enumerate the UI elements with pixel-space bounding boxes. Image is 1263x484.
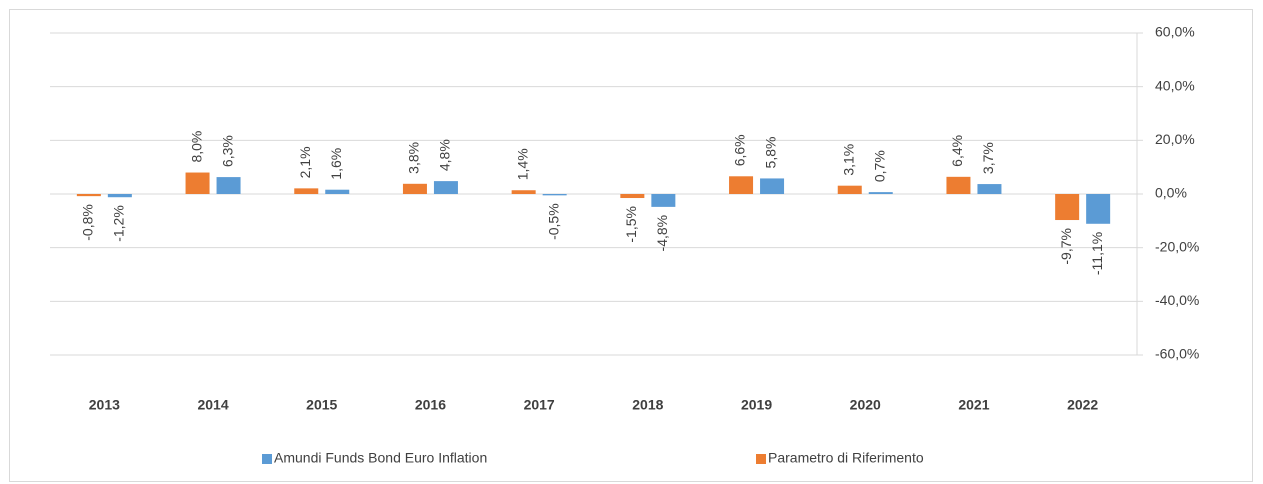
- bar: [620, 194, 645, 199]
- bar: [325, 189, 350, 194]
- legend-swatch: [756, 454, 766, 464]
- bar: [433, 181, 458, 194]
- legend-label: Amundi Funds Bond Euro Inflation: [274, 450, 487, 466]
- x-tick-label: 2019: [741, 397, 772, 413]
- data-label: -0,8%: [80, 204, 96, 241]
- data-label: 6,3%: [219, 135, 235, 167]
- x-tick-label: 2014: [197, 397, 228, 413]
- data-label: 1,6%: [328, 148, 344, 180]
- x-tick-label: 2013: [89, 397, 120, 413]
- data-label: -11,1%: [1089, 232, 1105, 275]
- bar: [729, 176, 754, 194]
- data-label: 5,8%: [763, 137, 779, 169]
- y-tick-label: -40,0%: [1155, 292, 1199, 308]
- data-label: 6,4%: [949, 135, 965, 167]
- data-label: 2,1%: [297, 146, 313, 178]
- data-label: 0,7%: [871, 150, 887, 182]
- legend-swatch: [262, 454, 272, 464]
- x-tick-label: 2022: [1067, 397, 1098, 413]
- data-label: 6,6%: [732, 134, 748, 166]
- x-tick-label: 2021: [958, 397, 989, 413]
- y-tick-label: 40,0%: [1155, 77, 1195, 93]
- bar: [185, 172, 210, 194]
- y-tick-label: 60,0%: [1155, 24, 1195, 40]
- x-tick-label: 2016: [415, 397, 446, 413]
- bar: [107, 194, 132, 198]
- data-label: -1,2%: [111, 205, 127, 242]
- y-tick-label: -20,0%: [1155, 238, 1199, 254]
- bar: [837, 185, 862, 194]
- chart-border: [9, 9, 1253, 482]
- x-tick-label: 2015: [306, 397, 337, 413]
- data-label: 3,1%: [840, 144, 856, 176]
- data-label: 4,8%: [437, 139, 453, 171]
- bar: [402, 183, 427, 194]
- bar: [294, 188, 319, 194]
- bar: [977, 184, 1002, 194]
- bar: [1086, 194, 1111, 224]
- data-label: 3,7%: [980, 142, 996, 174]
- data-label: -0,5%: [545, 203, 561, 240]
- x-tick-label: 2018: [632, 397, 663, 413]
- data-label: -1,5%: [623, 206, 639, 243]
- data-label: 1,4%: [514, 148, 530, 180]
- bar: [946, 176, 971, 194]
- bar: [511, 190, 536, 194]
- legend-label: Parametro di Riferimento: [768, 450, 924, 466]
- bar: [216, 177, 241, 194]
- y-tick-label: 0,0%: [1155, 185, 1187, 201]
- bar: [760, 178, 785, 194]
- bar: [1055, 194, 1080, 221]
- x-tick-label: 2020: [850, 397, 881, 413]
- y-tick-label: -60,0%: [1155, 346, 1199, 362]
- x-tick-label: 2017: [524, 397, 555, 413]
- bar: [542, 194, 567, 196]
- y-tick-label: 20,0%: [1155, 131, 1195, 147]
- bar: [868, 192, 893, 194]
- data-label: 8,0%: [188, 131, 204, 163]
- data-label: -9,7%: [1058, 228, 1074, 265]
- data-label: -4,8%: [654, 215, 670, 252]
- data-label: 3,8%: [406, 142, 422, 174]
- bar: [651, 194, 676, 207]
- bar: [76, 194, 101, 197]
